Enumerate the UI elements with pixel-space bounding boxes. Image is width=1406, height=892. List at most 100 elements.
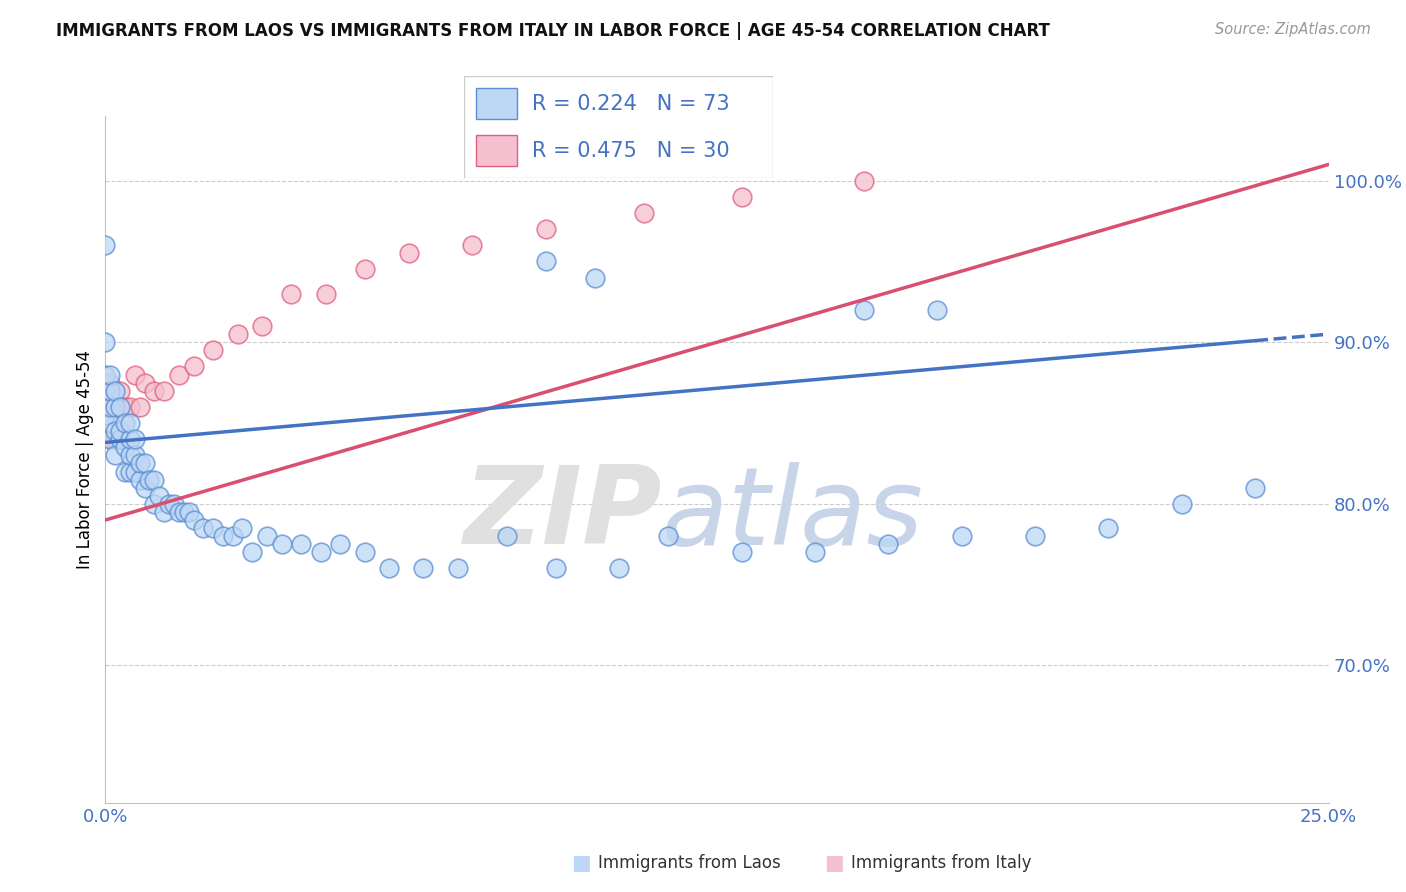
Point xyxy=(98,384,121,398)
Point xyxy=(118,465,141,479)
Point xyxy=(183,513,205,527)
Point xyxy=(153,505,176,519)
Point xyxy=(148,489,170,503)
Point xyxy=(143,497,166,511)
Point xyxy=(730,545,752,559)
Point xyxy=(193,521,215,535)
Text: Source: ZipAtlas.com: Source: ZipAtlas.com xyxy=(1215,22,1371,37)
Point xyxy=(98,400,121,414)
Point xyxy=(495,529,517,543)
Text: atlas: atlas xyxy=(662,462,924,566)
Point xyxy=(124,368,146,382)
Point xyxy=(163,497,186,511)
Point xyxy=(118,400,141,414)
Point xyxy=(1244,481,1267,495)
Point xyxy=(240,545,263,559)
Point xyxy=(1097,521,1119,535)
Text: R = 0.475   N = 30: R = 0.475 N = 30 xyxy=(531,141,730,161)
Point xyxy=(353,262,375,277)
Point xyxy=(226,327,249,342)
Point xyxy=(124,465,146,479)
Point xyxy=(231,521,253,535)
Point xyxy=(534,254,557,268)
Point xyxy=(1171,497,1194,511)
FancyBboxPatch shape xyxy=(464,76,773,178)
Point xyxy=(128,473,150,487)
Point xyxy=(104,400,127,414)
Bar xyxy=(477,136,516,166)
Point xyxy=(607,561,630,575)
Point xyxy=(98,376,121,390)
Point xyxy=(730,190,752,204)
Point xyxy=(927,302,949,317)
Point xyxy=(108,424,131,438)
Point xyxy=(104,424,127,438)
Text: Immigrants from Laos: Immigrants from Laos xyxy=(598,855,780,872)
Point xyxy=(447,561,470,575)
Point xyxy=(128,400,150,414)
Point xyxy=(353,545,375,559)
Text: IMMIGRANTS FROM LAOS VS IMMIGRANTS FROM ITALY IN LABOR FORCE | AGE 45-54 CORRELA: IMMIGRANTS FROM LAOS VS IMMIGRANTS FROM … xyxy=(56,22,1050,40)
Point xyxy=(124,432,146,446)
Point xyxy=(270,537,292,551)
Point xyxy=(134,376,156,390)
Point xyxy=(153,384,176,398)
Point xyxy=(98,432,121,446)
Point xyxy=(177,505,200,519)
Y-axis label: In Labor Force | Age 45-54: In Labor Force | Age 45-54 xyxy=(76,350,94,569)
Point xyxy=(98,432,121,446)
Point xyxy=(950,529,973,543)
Point xyxy=(104,384,127,398)
Point xyxy=(315,286,337,301)
Point xyxy=(398,246,420,260)
Point xyxy=(280,286,302,301)
Point xyxy=(167,505,190,519)
Point xyxy=(104,432,127,446)
Point xyxy=(94,384,117,398)
Point xyxy=(118,448,141,462)
Point xyxy=(202,343,225,358)
Text: Immigrants from Italy: Immigrants from Italy xyxy=(851,855,1031,872)
Point xyxy=(94,335,117,350)
Point xyxy=(1024,529,1046,543)
Point xyxy=(877,537,900,551)
Text: R = 0.224   N = 73: R = 0.224 N = 73 xyxy=(531,94,730,113)
Point xyxy=(114,440,136,454)
Point xyxy=(290,537,312,551)
Point xyxy=(128,457,150,471)
Point xyxy=(852,302,875,317)
Point xyxy=(118,432,141,446)
Point xyxy=(633,206,655,220)
Point xyxy=(114,465,136,479)
Point xyxy=(134,481,156,495)
Point xyxy=(461,238,484,252)
Text: ■: ■ xyxy=(571,854,591,873)
Point xyxy=(108,384,131,398)
Point xyxy=(124,448,146,462)
Point xyxy=(221,529,243,543)
Text: ■: ■ xyxy=(824,854,844,873)
Point xyxy=(114,400,136,414)
Point xyxy=(104,448,127,462)
Point xyxy=(108,432,131,446)
Point xyxy=(852,173,875,187)
Point xyxy=(114,416,136,430)
Point xyxy=(108,424,131,438)
Point xyxy=(98,400,121,414)
Point xyxy=(94,238,117,252)
Point xyxy=(309,545,332,559)
Bar xyxy=(477,88,516,119)
Point xyxy=(583,270,606,285)
Point xyxy=(134,457,156,471)
Point xyxy=(329,537,352,551)
Point xyxy=(804,545,827,559)
Point xyxy=(173,505,195,519)
Point xyxy=(94,384,117,398)
Point xyxy=(157,497,180,511)
Point xyxy=(108,400,131,414)
Point xyxy=(544,561,567,575)
Point xyxy=(118,416,141,430)
Point xyxy=(98,416,121,430)
Point xyxy=(183,359,205,374)
Point xyxy=(104,408,127,422)
